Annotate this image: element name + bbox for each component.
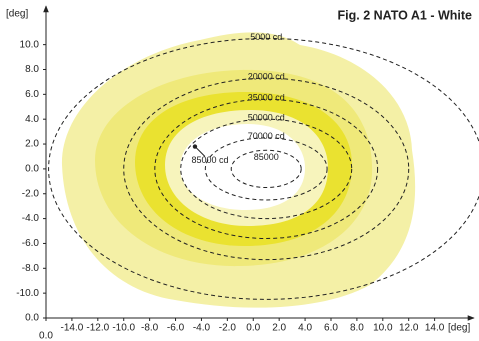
x-tick-label: 2.0 <box>272 323 286 334</box>
contour-label: 5000 cd <box>250 32 282 42</box>
x-tick-label: -14.0 <box>61 323 84 334</box>
x-tick-label: 14.0 <box>425 323 445 334</box>
max-point-label: 85000 cd <box>191 155 228 165</box>
contour-label: 85000 <box>254 152 279 162</box>
x-tick-label: 4.0 <box>298 323 312 334</box>
x-tick-label: 8.0 <box>350 323 364 334</box>
y-tick-label: 6.0 <box>25 89 39 100</box>
x-tick-label: -6.0 <box>167 323 185 334</box>
isocandela-line <box>154 98 379 239</box>
contour-label: 35000 cd <box>248 93 285 103</box>
y-tick-label: 10.0 <box>20 39 40 50</box>
isocandela-line <box>204 137 328 201</box>
contour-label: 50000 cd <box>248 113 285 123</box>
x-tick-label: 0.0 <box>246 323 260 334</box>
contour-label: 20000 cd <box>248 72 285 82</box>
y-tick-label: 0.0 <box>25 313 39 324</box>
y-tick-label: 2.0 <box>25 139 39 150</box>
x-axis-label: [deg] <box>448 323 470 334</box>
x-tick-label: -10.0 <box>112 323 135 334</box>
isocandela-line <box>48 37 479 300</box>
y-axis-label: [deg] <box>6 9 28 20</box>
chart-title: Fig. 2 NATO A1 - White <box>338 8 473 22</box>
fill-zones <box>61 32 416 308</box>
x-tick-label: 10.0 <box>373 323 393 334</box>
isocandela-line <box>180 118 353 220</box>
isocandela-line <box>123 77 410 261</box>
y-tick-label: -8.0 <box>22 263 40 274</box>
isocandela-line <box>230 149 302 189</box>
y-tick-label: 4.0 <box>25 114 39 125</box>
zone-center <box>180 124 305 210</box>
contour-label: 70000 cd <box>248 131 285 141</box>
y-tick-label: -2.0 <box>22 188 40 199</box>
x-tick-label: -4.0 <box>193 323 211 334</box>
x-tick-label: 0.0 <box>39 331 53 341</box>
y-tick-label: -6.0 <box>22 238 40 249</box>
y-tick-label: -10.0 <box>16 288 39 299</box>
y-tick-label: -4.0 <box>22 213 40 224</box>
x-tick-label: 6.0 <box>324 323 338 334</box>
x-tick-label: -12.0 <box>86 323 109 334</box>
x-tick-label: 12.0 <box>399 323 419 334</box>
max-pointer <box>194 146 206 157</box>
x-tick-label: -8.0 <box>141 323 159 334</box>
y-tick-label: 0.0 <box>25 164 39 175</box>
y-tick-label: 8.0 <box>25 64 39 75</box>
x-tick-label: -2.0 <box>219 323 237 334</box>
